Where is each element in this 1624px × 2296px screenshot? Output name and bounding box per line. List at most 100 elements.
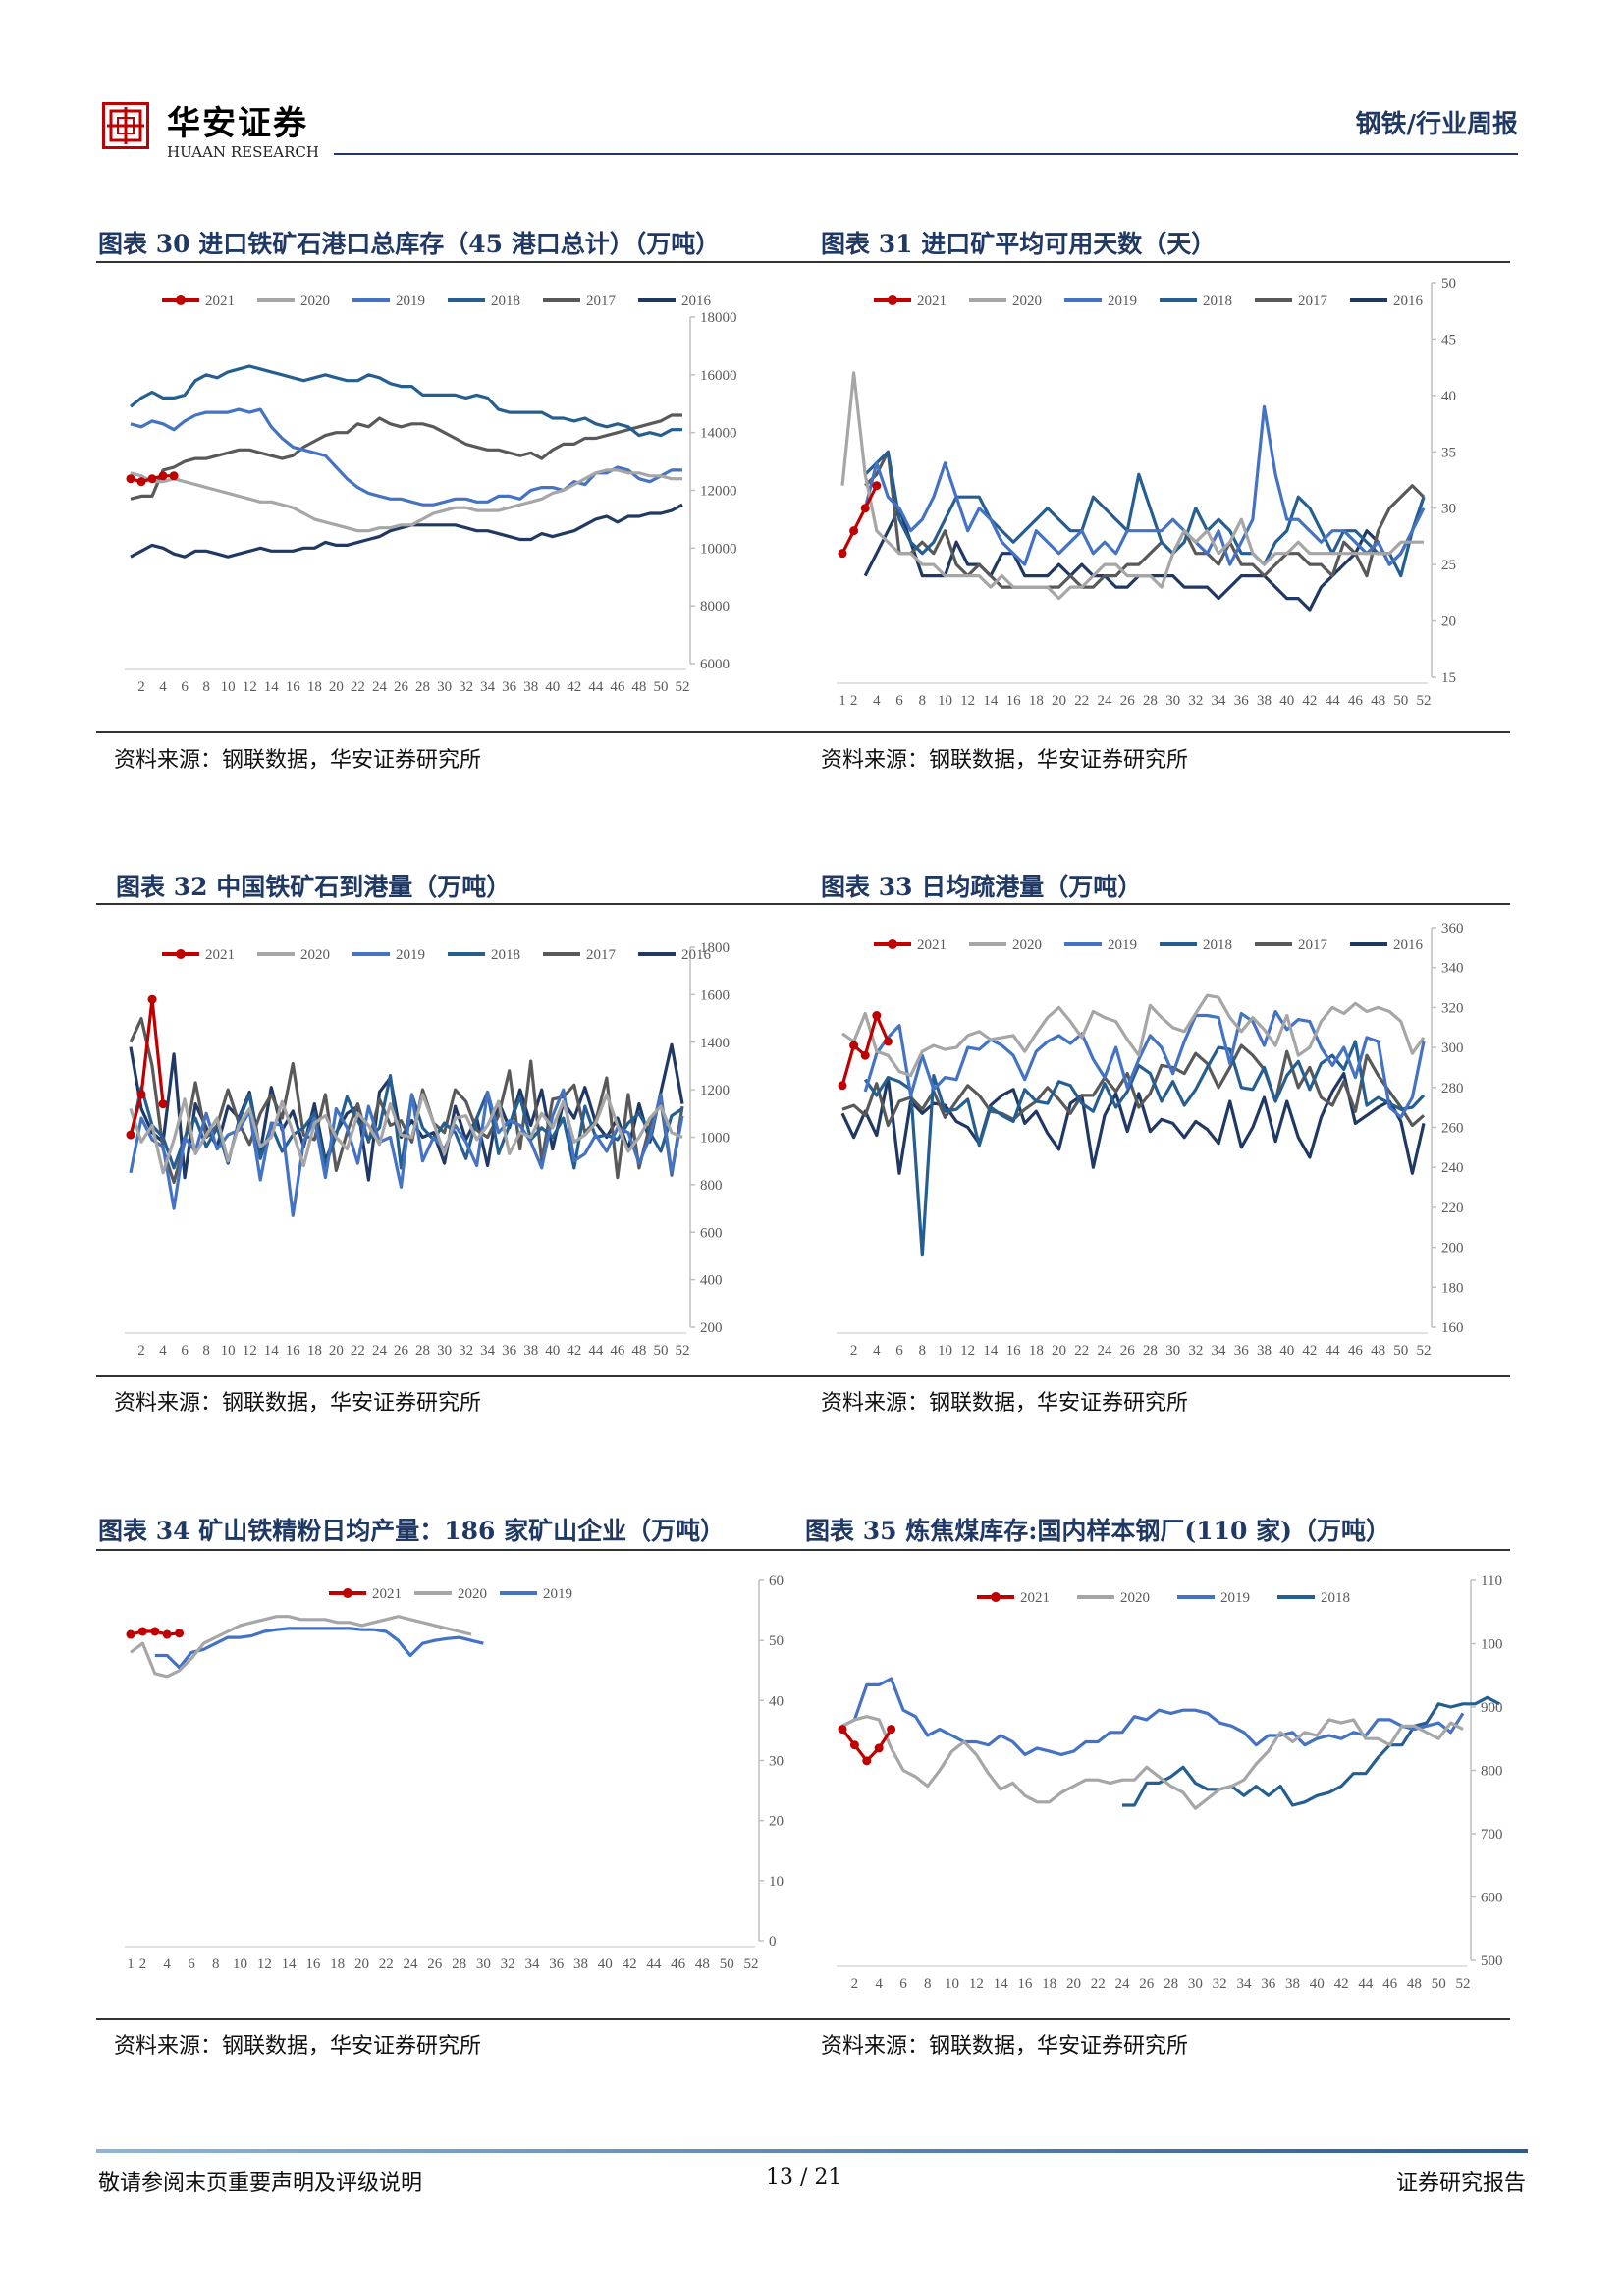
x-tick-label: 42 — [1302, 693, 1317, 705]
x-tick-label: 6 — [899, 1976, 907, 1992]
figure-33-title: 图表 33 日均疏港量（万吨） — [821, 873, 1143, 901]
figure-35-source: 资料来源：钢联数据，华安证券研究所 — [821, 2034, 1189, 2058]
legend-marker — [888, 939, 897, 949]
data-point-2021 — [137, 1627, 147, 1636]
x-tick-label: 28 — [415, 679, 430, 695]
x-tick-label: 20 — [1052, 693, 1066, 705]
y-tick-label: 60 — [769, 1574, 784, 1589]
data-point-2021 — [849, 1041, 859, 1050]
x-tick-label: 26 — [1120, 693, 1136, 705]
x-tick-label: 50 — [1432, 1976, 1446, 1992]
x-tick-label: 30 — [437, 679, 452, 695]
x-tick-label: 32 — [1188, 1343, 1203, 1355]
figure-33-source: 资料来源：钢联数据，华安证券研究所 — [821, 1391, 1189, 1415]
y-tick-label: 400 — [700, 1273, 723, 1289]
x-tick-label: 40 — [1310, 1976, 1325, 1992]
y-tick-label: 40 — [1441, 389, 1456, 404]
x-tick-label: 42 — [1302, 1343, 1317, 1355]
figure-31-source: 资料来源：钢联数据，华安证券研究所 — [821, 748, 1189, 773]
data-point-2021 — [872, 481, 882, 491]
y-tick-label: 700 — [1481, 1827, 1502, 1842]
x-tick-label: 22 — [351, 679, 365, 695]
x-tick-label: 46 — [610, 679, 625, 695]
y-tick-label: 15 — [1441, 670, 1456, 686]
x-tick-label: 4 — [875, 1976, 883, 1992]
x-tick-label: 18 — [1042, 1976, 1056, 1992]
series-line-2017 — [130, 413, 682, 501]
x-tick-label: 38 — [523, 679, 538, 695]
x-tick-label: 38 — [573, 1956, 588, 1968]
x-tick-label: 30 — [476, 1956, 491, 1968]
series-line-2018 — [130, 364, 682, 438]
series-line-2019 — [863, 404, 1426, 566]
x-tick-label: 38 — [523, 1343, 538, 1355]
y-tick-label: 1000 — [700, 1131, 730, 1147]
x-tick-label: 10 — [938, 693, 952, 705]
x-tick-label: 30 — [1188, 1976, 1203, 1992]
series-line-2020 — [130, 468, 682, 533]
legend-label: 2017 — [1298, 937, 1328, 953]
x-tick-label: 34 — [524, 1956, 540, 1968]
row3-bottom-divider — [96, 2018, 1510, 2020]
x-tick-label: 26 — [427, 1956, 443, 1968]
y-tick-label: 12000 — [700, 484, 737, 500]
y-tick-label: 30 — [1441, 502, 1456, 517]
x-tick-label: 8 — [202, 1343, 210, 1355]
y-tick-label: 20 — [769, 1814, 784, 1830]
x-tick-label: 40 — [1279, 1343, 1294, 1355]
x-tick-label: 14 — [264, 679, 280, 695]
x-tick-label: 34 — [480, 1343, 496, 1355]
x-tick-label: 2 — [137, 1343, 145, 1355]
x-tick-label: 30 — [1165, 1343, 1180, 1355]
x-tick-label: 20 — [1052, 1343, 1066, 1355]
y-tick-label: 50 — [769, 1633, 784, 1649]
data-point-2021 — [860, 1050, 870, 1060]
legend-label: 2021 — [1020, 1590, 1050, 1606]
series-line-2019 — [863, 1009, 1426, 1119]
x-tick-label: 12 — [243, 679, 257, 695]
figure-30-title: 图表 30 进口铁矿石港口总库存（45 港口总计）（万吨） — [98, 230, 721, 258]
series-line-2020 — [841, 1715, 1464, 1810]
header-divider — [334, 153, 1518, 155]
y-tick-label: 25 — [1441, 558, 1456, 573]
y-tick-label: 300 — [1441, 1041, 1464, 1056]
y-tick-label: 1000 — [1481, 1637, 1502, 1653]
x-tick-label: 38 — [1257, 1343, 1272, 1355]
data-point-2021 — [838, 1081, 847, 1091]
x-tick-label: 18 — [330, 1956, 345, 1968]
series-line-2018 — [1122, 1695, 1500, 1807]
x-tick-label: 4 — [873, 693, 881, 705]
data-point-2021 — [169, 471, 179, 481]
row2-top-divider — [96, 903, 1510, 905]
x-tick-label: 14 — [282, 1956, 298, 1968]
x-tick-label: 50 — [1393, 693, 1408, 705]
legend-label: 2018 — [1203, 937, 1232, 953]
x-tick-label: 14 — [264, 1343, 280, 1355]
data-point-2021 — [175, 1629, 185, 1638]
legend-label: 2017 — [586, 947, 617, 963]
x-tick-label: 8 — [924, 1976, 932, 1992]
x-tick-label: 40 — [598, 1956, 613, 1968]
x-tick-label: 10 — [233, 1956, 247, 1968]
x-tick-label: 50 — [1393, 1343, 1408, 1355]
series-line-2020 — [841, 993, 1426, 1078]
x-tick-label: 42 — [1334, 1976, 1349, 1992]
x-tick-label: 30 — [1165, 693, 1180, 705]
y-tick-label: 600 — [700, 1225, 723, 1241]
x-tick-label: 8 — [919, 1343, 927, 1355]
series-line-2019 — [130, 407, 682, 507]
legend-label: 2018 — [491, 294, 520, 309]
x-tick-label: 46 — [610, 1343, 625, 1355]
y-tick-label: 45 — [1441, 332, 1456, 347]
y-tick-label: 1800 — [700, 940, 730, 956]
x-tick-label: 52 — [676, 1343, 690, 1355]
x-tick-label: 48 — [631, 679, 646, 695]
legend-label: 2016 — [681, 294, 712, 309]
x-tick-label: 38 — [1257, 693, 1272, 705]
x-tick-label: 44 — [646, 1956, 662, 1968]
x-tick-label: 6 — [895, 693, 903, 705]
legend-marker — [176, 949, 186, 959]
x-tick-label: 2 — [137, 679, 145, 695]
